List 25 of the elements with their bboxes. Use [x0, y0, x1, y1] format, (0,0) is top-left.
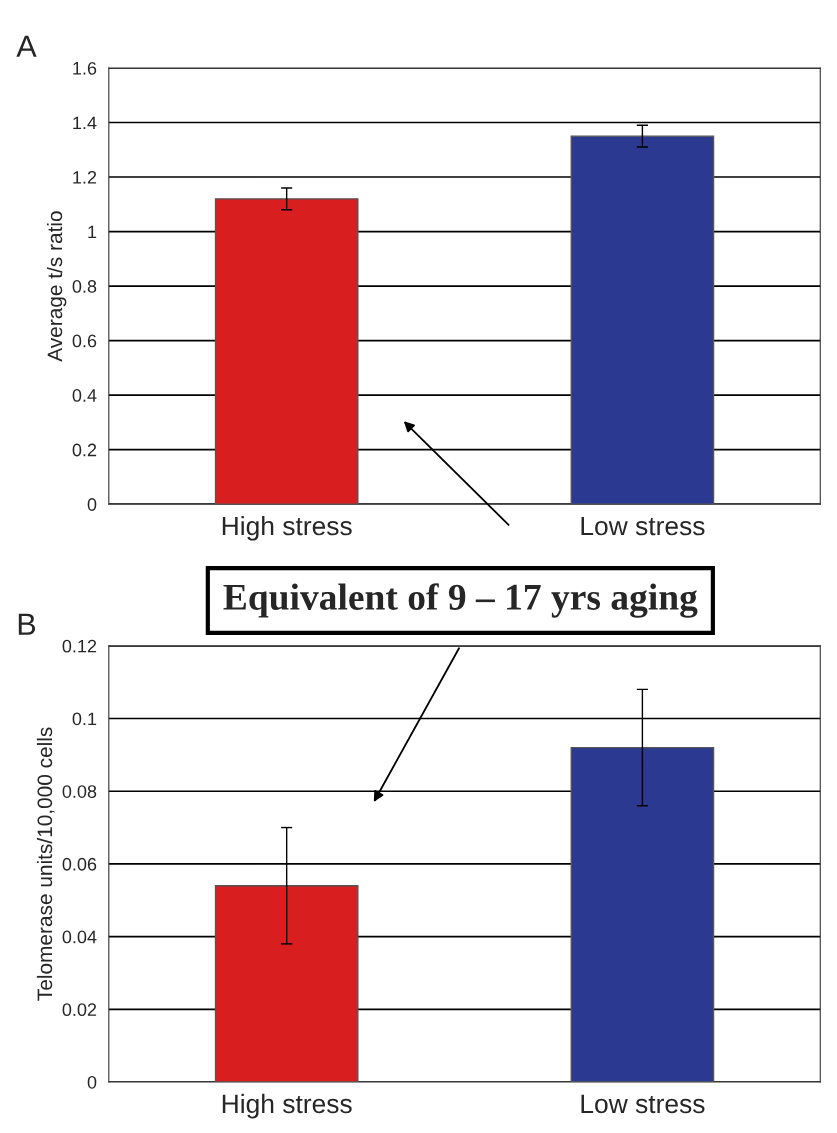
- y-tick-label: 1.6: [73, 61, 97, 75]
- y-tick-label: 0.1: [72, 712, 97, 726]
- x-tick-label: High stress: [222, 1093, 352, 1119]
- chart-title: B: [18, 613, 36, 635]
- y-tick-label: 0.12: [62, 639, 97, 653]
- y-tick-label: 0.6: [72, 334, 97, 348]
- y-tick-label: 0.08: [62, 785, 97, 798]
- y-tick-label: 1.4: [73, 116, 97, 130]
- chart-title: A: [16, 35, 37, 57]
- y-tick-label: 0: [87, 498, 97, 511]
- x-tick-label: High stress: [222, 515, 352, 541]
- y-axis-title: Average t/s ratio: [46, 211, 67, 362]
- y-tick-label: 0.8: [72, 280, 97, 293]
- text: Equivalent of 9 – 17 yrs aging: [223, 583, 698, 618]
- y-tick-label: 0.04: [62, 930, 97, 944]
- y-tick-label: 1.2: [73, 170, 97, 184]
- y-tick-label: 0: [87, 1075, 97, 1089]
- x-tick-label: Low stress: [581, 1094, 705, 1114]
- y-axis-title: Telomerase units/10,000 cells: [36, 727, 55, 1001]
- y-tick-label: 0.02: [62, 1003, 97, 1017]
- y-tick-label: 1: [88, 225, 97, 239]
- y-tick-label: 0.2: [72, 443, 97, 457]
- y-tick-label: 0.06: [62, 857, 97, 871]
- x-tick-label: Low stress: [581, 516, 705, 536]
- y-tick-label: 0.4: [72, 389, 97, 402]
